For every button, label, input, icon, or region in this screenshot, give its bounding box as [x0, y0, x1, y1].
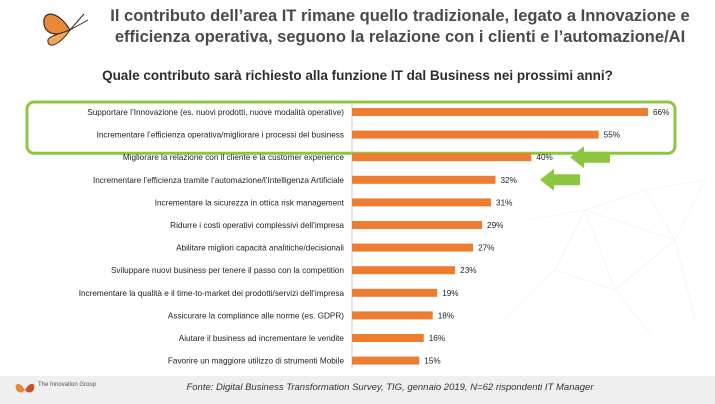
category-label: Incrementare la qualità e il time-to-mar…	[79, 289, 345, 298]
data-label: 19%	[442, 289, 458, 298]
data-label: 31%	[496, 198, 512, 207]
category-label: Sviluppare nuovi business per tenere il …	[111, 266, 344, 275]
highlight-box	[25, 100, 677, 155]
arrow-left-icon	[570, 146, 610, 169]
data-label: 27%	[478, 244, 494, 253]
title-line-1: Il contributo dell’area IT rimane quello…	[110, 7, 690, 25]
category-label: Incrementare l’efficienza operativa/migl…	[97, 131, 344, 140]
page-title: Il contributo dell’area IT rimane quello…	[100, 6, 700, 48]
bar	[352, 108, 648, 116]
data-label: 16%	[429, 334, 445, 343]
butterfly-logo-icon	[43, 13, 89, 46]
bar	[352, 243, 474, 252]
bar	[352, 130, 599, 139]
category-label: Incrementare l’efficienza tramite l’auto…	[93, 176, 344, 185]
bar	[352, 288, 438, 297]
category-label: Assicurare la compliance alle norme (es.…	[168, 311, 344, 320]
category-label: Incrementare la sicurezza in ottica risk…	[155, 198, 345, 207]
bar	[352, 356, 420, 365]
bar	[352, 311, 433, 320]
footer-bar	[0, 376, 715, 404]
data-label: 18%	[438, 311, 454, 320]
title-line-2: efficienza operativa, seguono la relazio…	[114, 28, 686, 46]
arrow-left-icon	[540, 168, 580, 191]
bar-chart: Supportare l’Innovazione (es. nuovi prod…	[25, 100, 677, 369]
data-label: 40%	[536, 153, 552, 162]
category-label: Aiutare il business ad incrementare le v…	[179, 334, 345, 343]
data-label: 23%	[460, 266, 476, 275]
category-label: Migliorare la relazione con il cliente e…	[123, 153, 345, 162]
bar	[352, 266, 456, 275]
data-label: 66%	[653, 108, 669, 117]
data-label: 32%	[501, 176, 517, 185]
network-decoration	[504, 179, 706, 341]
bar	[352, 175, 496, 184]
category-label: Favorire un maggiore utilizzo di strumen…	[168, 357, 345, 366]
innovation-group-logo-icon	[15, 383, 35, 393]
source-note: Fonte: Digital Business Transformation S…	[186, 382, 594, 393]
data-label: 15%	[424, 357, 440, 366]
bar	[352, 334, 424, 342]
category-label: Abilitare migliori capacità analitiche/d…	[176, 244, 344, 253]
data-label: 29%	[487, 221, 503, 230]
bar	[352, 153, 532, 162]
logo-text: The Innovation Group	[38, 382, 97, 388]
chart-title: Quale contributo sarà richiesto alla fun…	[102, 68, 613, 83]
category-label: Supportare l’Innovazione (es. nuovi prod…	[87, 108, 344, 117]
data-label: 55%	[604, 131, 620, 140]
bar	[352, 221, 483, 229]
bar	[352, 198, 492, 207]
category-label: Ridurre i costi operativi complessivi de…	[170, 221, 344, 230]
company-logo: The Innovation Group	[10, 379, 120, 401]
